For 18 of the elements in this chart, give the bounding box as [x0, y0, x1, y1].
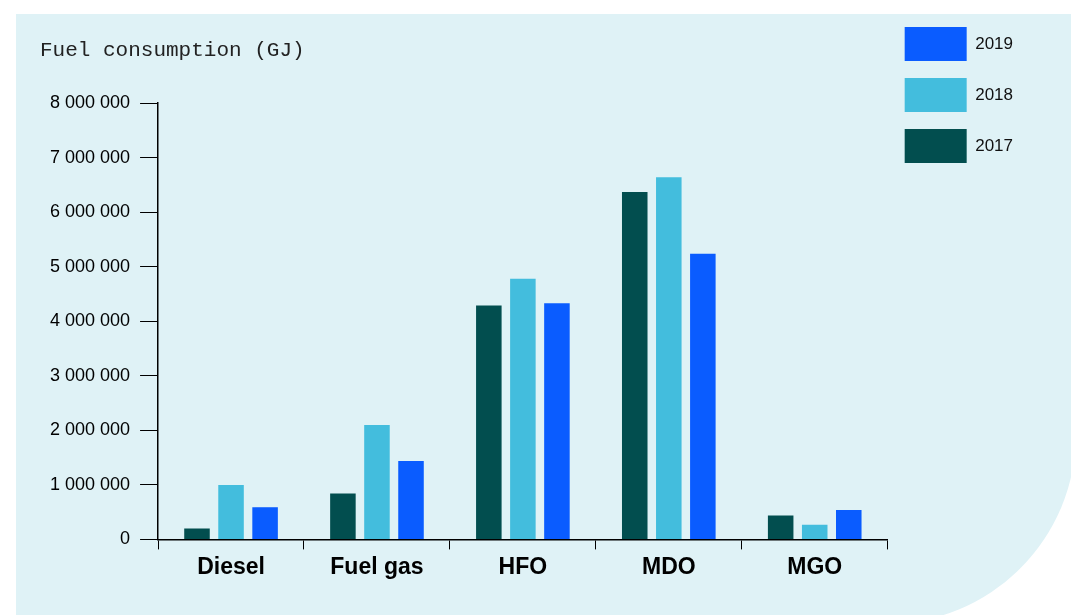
y-tick-label: 0 [120, 528, 131, 549]
x-tick-label: Diesel [197, 552, 265, 579]
y-tick-label: 5 000 000 [50, 255, 131, 276]
legend-label: 2017 [975, 135, 1014, 155]
x-tick-label: HFO [498, 552, 548, 579]
x-tick-label: MGO [787, 552, 843, 579]
y-tick-label: 3 000 000 [50, 364, 131, 385]
x-tick-label: MDO [641, 552, 696, 579]
legend-label: 2018 [975, 84, 1014, 104]
y-axis-title: Fuel consumption (GJ) [40, 39, 305, 63]
y-tick-label: 8 000 000 [50, 92, 131, 113]
y-tick-label: 4 000 000 [50, 310, 131, 331]
y-tick-label: 2 000 000 [50, 419, 131, 440]
x-tick-label: Fuel gas [330, 552, 424, 579]
y-tick-label: 6 000 000 [50, 201, 131, 222]
y-tick-label: 1 000 000 [50, 473, 131, 494]
legend-label: 2019 [975, 33, 1014, 53]
y-tick-label: 7 000 000 [50, 146, 131, 167]
